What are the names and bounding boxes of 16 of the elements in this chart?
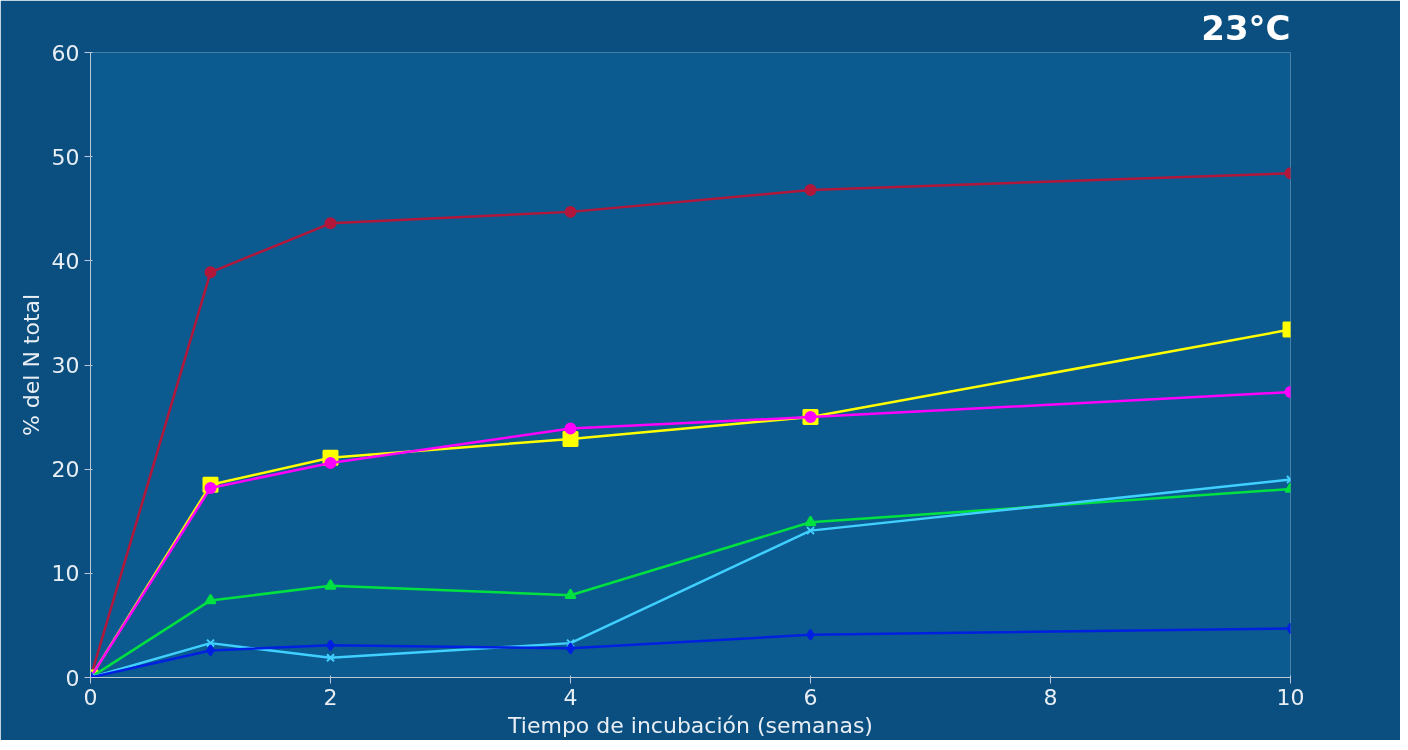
y-tick-label: 20 [51, 457, 80, 483]
x-tick-label: 0 [83, 684, 98, 710]
x-tick-label: 10 [1276, 684, 1305, 710]
x-tick-label: 4 [563, 684, 578, 710]
text: 23°C [1201, 7, 1291, 48]
y-tick-label: 10 [51, 561, 80, 587]
y-tick-label: 50 [51, 144, 80, 170]
y-tick-label: 60 [51, 40, 80, 66]
y-tick-label: 30 [51, 353, 80, 378]
x-tick-label: 2 [323, 684, 338, 710]
y-axis-title: % del N total [18, 293, 44, 437]
x-axis-title: Tiempo de incubación (semanas) [507, 712, 873, 738]
y-tick-label: 40 [51, 248, 80, 274]
y-tick-label: 0 [65, 665, 80, 691]
x-tick-label: 8 [1043, 684, 1058, 710]
x-tick-label: 6 [803, 684, 818, 710]
